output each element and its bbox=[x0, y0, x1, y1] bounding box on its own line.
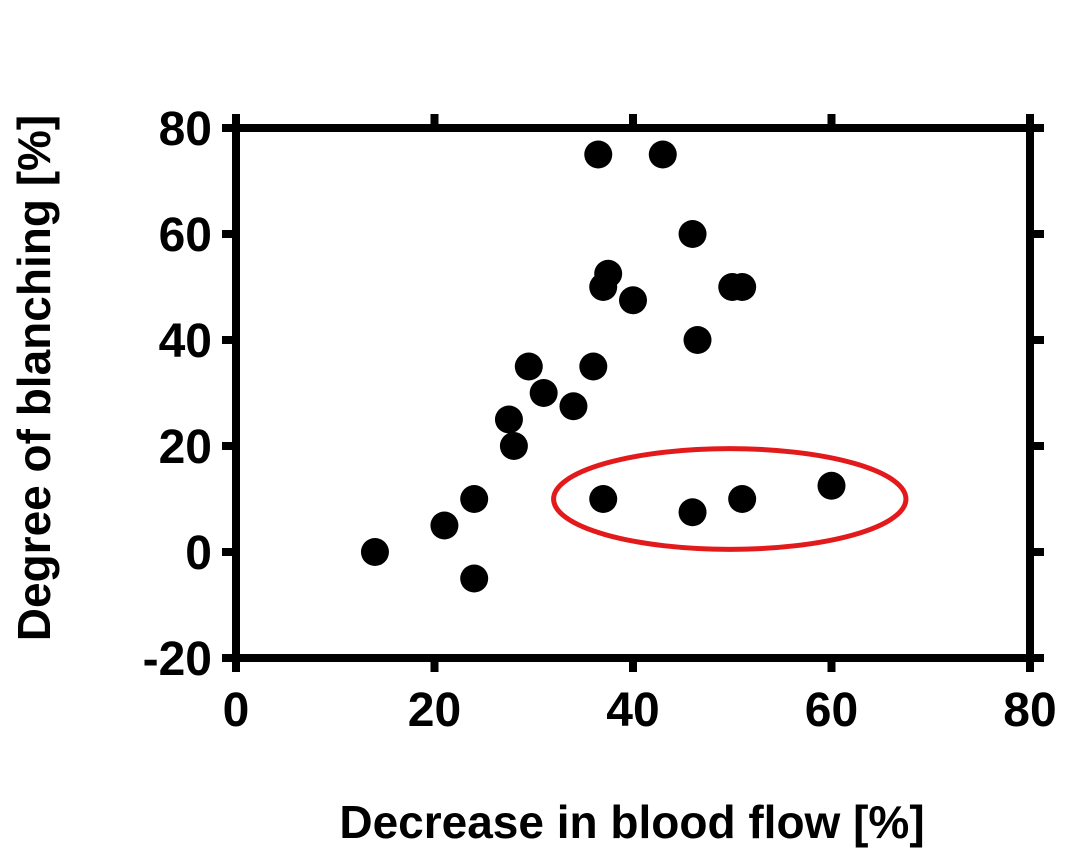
highlight-layer bbox=[551, 446, 909, 552]
data-point bbox=[678, 220, 707, 248]
data-point bbox=[494, 405, 523, 434]
data-point bbox=[619, 286, 647, 315]
plot-border bbox=[232, 124, 1034, 662]
data-point bbox=[678, 498, 707, 527]
data-point bbox=[683, 326, 712, 354]
y-tick-label: 0 bbox=[185, 527, 212, 580]
x-tick-label: 20 bbox=[408, 684, 461, 737]
data-point bbox=[589, 273, 618, 301]
x-axis-ticks bbox=[232, 114, 1034, 672]
data-point bbox=[584, 140, 613, 169]
data-point bbox=[817, 471, 846, 500]
data-point bbox=[499, 432, 528, 460]
y-tick-label: -20 bbox=[143, 633, 212, 686]
y-tick-label: 40 bbox=[159, 315, 212, 368]
highlight-ellipse bbox=[551, 446, 909, 552]
data-points bbox=[360, 140, 846, 593]
data-point bbox=[514, 352, 543, 381]
data-point bbox=[728, 273, 757, 301]
x-tick-label: 60 bbox=[805, 684, 858, 737]
x-tick-label: 40 bbox=[606, 684, 659, 737]
data-point bbox=[728, 485, 757, 513]
data-point bbox=[460, 564, 489, 593]
x-tick-label: 0 bbox=[223, 684, 250, 737]
x-axis-title: Decrease in blood flow [%] bbox=[339, 796, 924, 848]
data-point bbox=[460, 485, 489, 513]
y-axis-ticks bbox=[222, 124, 1044, 662]
x-axis-tick-labels: 0 20 40 60 80 bbox=[223, 684, 1057, 737]
data-point bbox=[589, 485, 618, 513]
plot-frame bbox=[232, 124, 1034, 662]
data-point bbox=[529, 379, 558, 407]
x-tick-label: 80 bbox=[1003, 684, 1056, 737]
data-point bbox=[579, 352, 608, 381]
data-point bbox=[559, 392, 588, 421]
data-point bbox=[648, 140, 677, 169]
data-point bbox=[430, 511, 459, 540]
y-tick-label: 80 bbox=[159, 103, 212, 156]
y-axis-tick-labels: -20 0 20 40 60 80 bbox=[143, 103, 212, 686]
y-axis-title: Degree of blanching [%] bbox=[8, 115, 60, 641]
y-tick-label: 20 bbox=[159, 421, 212, 474]
data-point bbox=[360, 538, 389, 566]
y-tick-label: 60 bbox=[159, 209, 212, 262]
